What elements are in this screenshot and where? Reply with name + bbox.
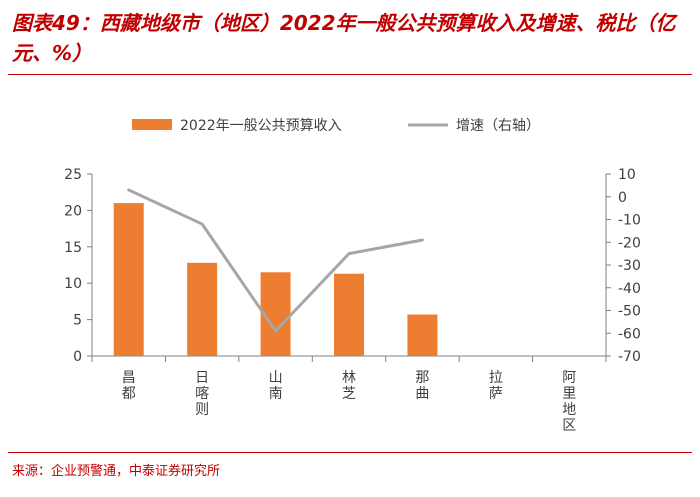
- legend-bar-label: 2022年一般公共预算收入: [180, 118, 342, 134]
- right-tick-label: -20: [618, 235, 641, 251]
- right-tick-label: -40: [618, 281, 641, 297]
- line-series: [127, 188, 424, 333]
- left-tick-label: 25: [64, 167, 82, 183]
- right-tick-label: -50: [618, 304, 641, 320]
- right-tick-label: 10: [618, 167, 636, 183]
- right-tick-label: -60: [618, 326, 641, 342]
- bar-林芝: [334, 273, 364, 356]
- bar-昌都: [113, 203, 144, 356]
- category-label: 日喀则: [195, 370, 209, 418]
- category-label: 昌都: [122, 370, 136, 402]
- growth-point-那曲: [421, 239, 423, 241]
- right-tick-label: -10: [618, 213, 641, 229]
- left-tick-label: 15: [64, 240, 82, 256]
- left-tick-label: 5: [73, 313, 82, 329]
- left-tick-label: 10: [64, 276, 82, 292]
- legend-bar-swatch: [132, 119, 172, 130]
- category-label: 林芝: [342, 370, 356, 402]
- growth-point-日喀则: [201, 223, 203, 225]
- left-tick-label: 0: [73, 349, 82, 365]
- legend: 2022年一般公共预算收入 增速（右轴）: [132, 118, 540, 134]
- category-label: 山南: [269, 370, 283, 402]
- bar-series: [113, 203, 438, 356]
- bar-那曲: [407, 314, 438, 356]
- growth-point-山南: [275, 330, 277, 332]
- source-divider: [8, 452, 692, 453]
- growth-point-林芝: [348, 253, 350, 255]
- right-tick-label: -70: [618, 349, 641, 365]
- category-label: 阿里地区: [562, 370, 576, 434]
- category-label: 那曲: [415, 370, 429, 402]
- legend-line-label: 增速（右轴）: [456, 118, 540, 134]
- bar-日喀则: [187, 262, 218, 356]
- growth-point-昌都: [128, 189, 130, 191]
- left-tick-label: 20: [64, 203, 82, 219]
- chart-axes: 0 5 10 15 20 25 10 0 -10 -20 -30 -40 -50 -60 -70: [64, 167, 641, 365]
- right-tick-label: -30: [618, 258, 641, 274]
- title-divider: [8, 74, 692, 75]
- category-labels: 昌都 日喀则 山南 林芝 那曲 拉萨 阿里地区: [122, 370, 577, 434]
- chart-title: 图表49：西藏地级市（地区）2022年一般公共预算收入及增速、税比（亿元、%）: [12, 11, 676, 65]
- source-note: 来源：企业预警通，中泰证券研究所: [12, 464, 221, 479]
- chart: 2022年一般公共预算收入 增速（右轴） 0 5 10 15 20 25 10 0 -10 -20 -…: [64, 118, 641, 434]
- category-label: 拉萨: [489, 370, 503, 402]
- right-tick-label: 0: [618, 190, 627, 206]
